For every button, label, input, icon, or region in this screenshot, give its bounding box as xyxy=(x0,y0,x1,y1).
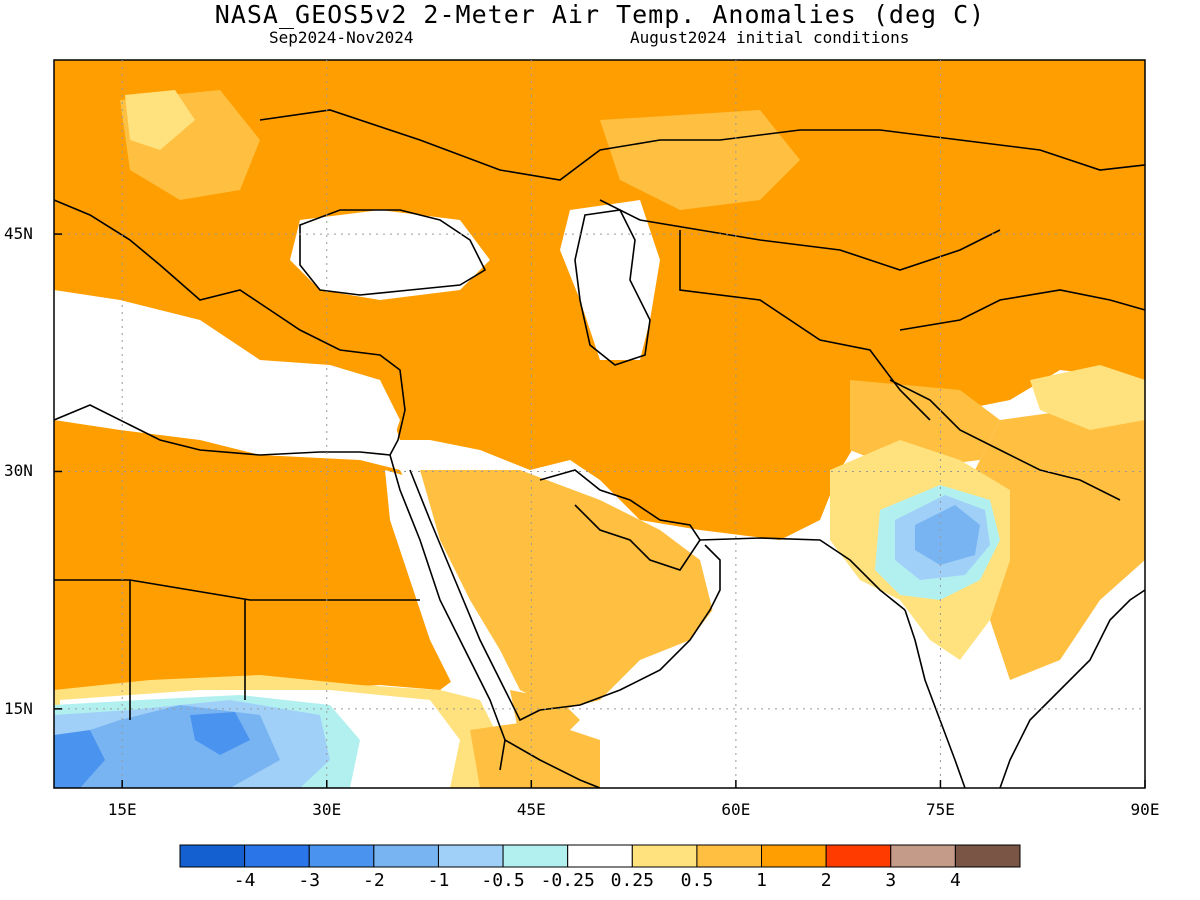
border-russia xyxy=(259,109,1145,181)
colorbar-tick-label: 3 xyxy=(885,870,897,891)
coastlines xyxy=(54,109,1145,788)
lon-label: 45E xyxy=(516,800,546,819)
coast-india-east xyxy=(999,589,1145,788)
colorbar xyxy=(179,844,1021,868)
colorbar-swatch xyxy=(631,844,698,868)
anomaly-region-1to2-east xyxy=(970,400,1145,680)
colorbar-swatch xyxy=(437,844,504,868)
forecast-period: Sep2024-Nov2024 xyxy=(269,28,414,47)
coast-caspian xyxy=(574,209,651,366)
lat-label: 15N xyxy=(4,698,33,718)
initial-conditions: August2024 initial conditions xyxy=(630,28,910,47)
lat-label: 45N xyxy=(4,224,33,244)
colorbar-tick-label: -2 xyxy=(363,870,385,891)
border-kazakhstan xyxy=(599,199,1001,271)
border-north-africa xyxy=(54,579,420,601)
lon-label: 60E xyxy=(721,800,751,819)
map-frame xyxy=(53,59,1146,789)
anomaly-region-neg2to3-west xyxy=(54,730,105,788)
lon-label: 75E xyxy=(925,800,955,819)
anomaly-fields xyxy=(54,60,1145,788)
colorbar-swatch xyxy=(567,844,633,868)
anomaly-region-1to2-east-africa xyxy=(510,690,580,740)
colorbar-swatch xyxy=(502,844,569,868)
colorbar-tick-label: 0.25 xyxy=(610,870,654,891)
border-central-asia xyxy=(679,230,931,421)
border-india-north xyxy=(889,379,1121,501)
lon-label: 90E xyxy=(1130,800,1160,819)
colorbar-swatch xyxy=(179,844,246,868)
colorbar-tick-label: 0.5 xyxy=(680,870,714,891)
axis-ticks xyxy=(54,233,1146,788)
coast-red-sea-east xyxy=(409,469,541,722)
anomaly-region-neg1to2-india xyxy=(915,505,980,565)
low-anomaly-indian-ocean xyxy=(610,540,980,788)
anomaly-region-05to1-centralasia xyxy=(600,110,800,210)
colorbar-swatch xyxy=(890,844,956,868)
grid-lines xyxy=(54,60,1145,788)
coast-mediterranean-north xyxy=(54,199,406,456)
anomaly-region-025to05-europe xyxy=(125,90,195,150)
coast-north-africa xyxy=(54,404,391,456)
colorbar-swatch xyxy=(825,844,892,868)
lon-label: 15E xyxy=(107,800,137,819)
border-tibet xyxy=(899,289,1145,331)
colorbar-swatch xyxy=(308,844,375,868)
colorbar-tick-label: -4 xyxy=(233,870,256,891)
low-anomaly-black-sea xyxy=(290,210,490,300)
coast-arabia-south xyxy=(539,544,721,711)
map-title: NASA_GEOS5v2 2-Meter Air Temp. Anomalies… xyxy=(214,0,986,29)
colorbar-swatch xyxy=(373,844,439,868)
anomaly-region-025to05-himalaya xyxy=(1030,365,1145,430)
coast-red-sea-west xyxy=(389,454,506,771)
anomaly-region-1to2-arabia xyxy=(420,470,720,710)
coast-africa-horn xyxy=(504,739,601,788)
anomaly-region-05to1-yemen xyxy=(470,720,600,788)
colorbar-tick-label: -1 xyxy=(427,870,450,891)
coast-persian-gulf xyxy=(539,469,701,571)
colorbar-swatch xyxy=(696,844,763,868)
colorbar-swatch xyxy=(954,844,1021,868)
coast-india-west xyxy=(904,609,966,788)
colorbar-tick-label: 4 xyxy=(949,870,961,891)
lat-label: 30N xyxy=(4,461,33,481)
colorbar-tick-label: -0.25 xyxy=(540,870,595,891)
colorbar-tick-label: 1 xyxy=(756,870,767,891)
low-anomaly-mediterranean xyxy=(54,290,400,450)
colorbar-swatch xyxy=(244,844,310,868)
colorbar-tick-label: -3 xyxy=(298,870,321,891)
coast-iran-pakistan xyxy=(699,537,906,611)
coast-black-sea xyxy=(299,209,487,296)
border-sahel xyxy=(129,580,246,720)
colorbar-tick-label: 2 xyxy=(820,870,832,891)
anomaly-region-1to2-africa xyxy=(54,420,480,700)
colorbar-tick-label: -0.5 xyxy=(481,870,525,891)
lon-label: 30E xyxy=(312,800,342,819)
anomaly-region-neg2to3-sahel xyxy=(190,712,250,755)
low-anomaly-red-sea xyxy=(385,470,500,720)
colorbar-swatch xyxy=(761,844,827,868)
